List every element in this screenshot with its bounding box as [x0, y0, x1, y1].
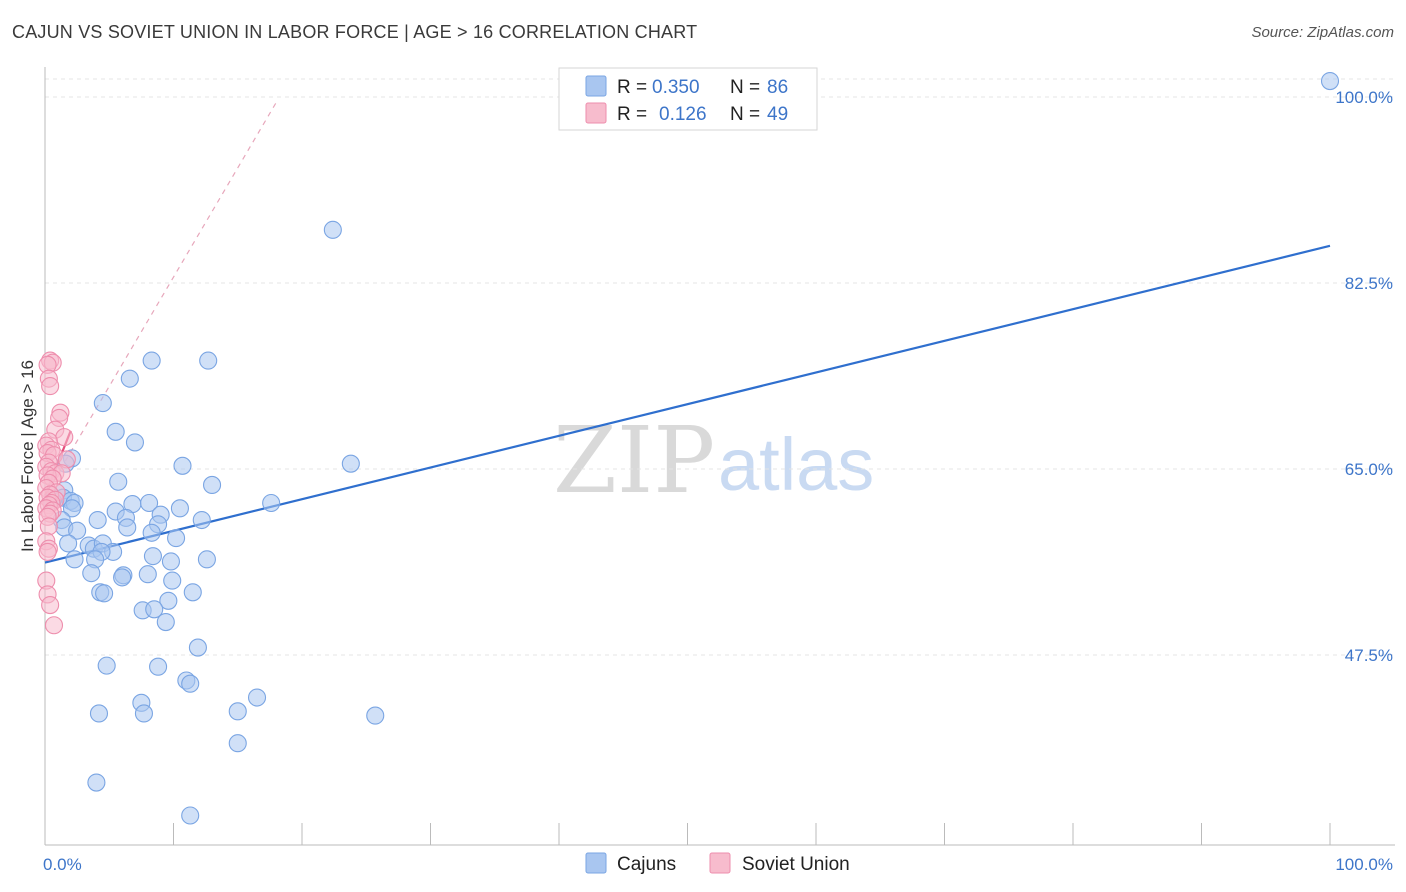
data-point-cajuns [323, 220, 342, 239]
data-point-cajuns [228, 702, 247, 721]
legend-n-label: N = [730, 77, 760, 98]
legend-swatch-soviet-union [585, 102, 607, 124]
data-point-cajuns [149, 657, 168, 676]
legend-top: R = 0.350 N = 86 R = 0.126 N = 49 [558, 67, 818, 131]
x-tick-label: 100.0% [1335, 855, 1393, 874]
data-point-cajuns [125, 433, 144, 452]
legend-r-value: 0.126 [659, 104, 707, 125]
grid-lines [45, 78, 1395, 656]
data-point-cajuns [143, 547, 162, 566]
data-point-cajuns [161, 552, 180, 571]
data-points [37, 72, 1340, 825]
data-point-cajuns [87, 773, 106, 792]
data-point-cajuns [181, 674, 200, 693]
data-point-cajuns [199, 351, 218, 370]
legend-bottom-swatch-cajuns [585, 852, 607, 874]
axes [44, 67, 1395, 846]
legend-swatch-cajuns [585, 75, 607, 97]
data-point-cajuns [142, 351, 161, 370]
data-point-cajuns [170, 499, 189, 518]
data-point-cajuns [109, 472, 128, 491]
legend-n-value: 49 [767, 104, 788, 125]
data-point-soviet-union [41, 377, 60, 396]
data-point-cajuns [173, 456, 192, 475]
data-point-cajuns [341, 454, 360, 473]
data-point-cajuns [192, 510, 211, 530]
data-point-cajuns [62, 499, 82, 518]
data-point-cajuns [1320, 72, 1340, 91]
data-point-cajuns [262, 493, 281, 513]
data-point-cajuns [65, 550, 84, 569]
watermark: ZIP atlas [553, 407, 874, 514]
data-point-cajuns [167, 529, 186, 548]
data-point-cajuns [68, 521, 87, 540]
data-point-cajuns [203, 475, 222, 494]
data-point-cajuns [134, 704, 153, 723]
data-point-cajuns [366, 706, 385, 725]
data-point-cajuns [97, 656, 116, 675]
legend-bottom-label-soviet-union: Soviet Union [742, 854, 850, 875]
watermark-zip: ZIP [553, 407, 715, 514]
data-point-cajuns [247, 688, 267, 707]
chart-source: Source: ZipAtlas.com [1251, 24, 1394, 41]
data-point-soviet-union [44, 616, 64, 635]
data-point-cajuns [138, 565, 157, 584]
legend-r-label: R = [617, 77, 647, 98]
data-point-cajuns [142, 523, 161, 542]
data-point-soviet-union [41, 595, 60, 615]
tick-labels: 47.5% 65.0% 82.5% 100.0% 0.0% 100.0% [43, 88, 1393, 874]
trend-line-cajuns [44, 244, 1331, 564]
trend-line-extension [44, 102, 277, 496]
data-point-cajuns [95, 584, 114, 603]
data-point-cajuns [120, 369, 139, 388]
data-point-cajuns [145, 600, 164, 619]
data-point-cajuns [163, 571, 182, 590]
y-tick-label: 100.0% [1335, 88, 1393, 107]
x-tick-label: 0.0% [43, 855, 82, 874]
data-point-soviet-union [39, 517, 58, 536]
data-point-soviet-union [38, 542, 57, 561]
data-point-cajuns [159, 591, 178, 610]
data-point-soviet-union [55, 428, 74, 447]
legend-r-label: R = [617, 104, 647, 125]
data-point-cajuns [181, 806, 200, 825]
chart-title: CAJUN VS SOVIET UNION IN LABOR FORCE | A… [12, 22, 698, 42]
data-point-cajuns [88, 510, 107, 530]
data-point-cajuns [82, 564, 101, 583]
legend-bottom-swatch-soviet-union [709, 852, 731, 874]
data-point-cajuns [156, 613, 175, 632]
data-point-cajuns [118, 518, 137, 537]
y-tick-label: 65.0% [1345, 460, 1393, 479]
y-tick-label: 82.5% [1345, 274, 1393, 293]
legend-r-value: 0.350 [652, 77, 700, 98]
data-point-cajuns [59, 534, 78, 553]
data-point-cajuns [93, 394, 112, 413]
data-point-cajuns [106, 422, 125, 441]
legend-bottom-label-cajuns: Cajuns [617, 854, 676, 875]
data-point-cajuns [228, 734, 247, 753]
data-point-cajuns [197, 550, 216, 569]
data-point-cajuns [183, 583, 202, 602]
legend-n-value: 86 [767, 77, 788, 98]
data-point-cajuns [140, 493, 159, 513]
legend-n-label: N = [730, 104, 760, 125]
watermark-atlas: atlas [718, 423, 874, 506]
data-point-cajuns [113, 568, 132, 587]
data-point-cajuns [89, 704, 109, 723]
data-point-cajuns [188, 638, 207, 657]
legend-bottom: Cajuns Soviet Union [585, 852, 850, 875]
y-tick-label: 47.5% [1345, 646, 1393, 665]
